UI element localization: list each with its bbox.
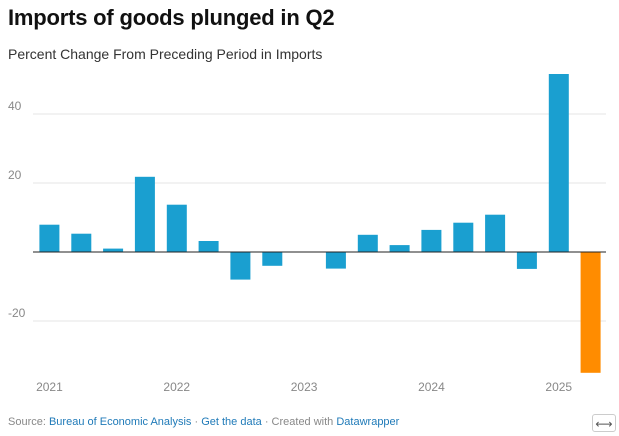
datawrapper-link[interactable]: Datawrapper [336,416,400,428]
axes: 2021 2022 2023 2024 2025 [33,251,606,394]
bar[interactable] [198,241,219,252]
gridlines: 40 20 -20 [8,99,606,322]
bar[interactable] [548,74,569,252]
x-tick-label: 2021 [36,380,63,394]
bar[interactable] [71,233,92,252]
expand-icon[interactable]: ⟷ [592,414,616,432]
y-tick-label: -20 [8,306,26,320]
bar[interactable] [580,252,601,373]
bar[interactable] [325,252,346,269]
source-prefix: Source: [8,416,49,428]
bar[interactable] [39,224,60,252]
bar[interactable] [230,252,251,280]
bar-chart: 40 20 -20 2021 2022 2023 2024 2025 [8,74,606,394]
bar[interactable] [134,176,155,252]
x-tick-label: 2023 [291,380,318,394]
bar[interactable] [262,252,283,266]
bar[interactable] [453,222,474,252]
y-tick-label: 20 [8,168,22,182]
chart-subtitle: Percent Change From Preceding Period in … [8,46,323,62]
x-tick-label: 2025 [545,380,572,394]
get-data-link[interactable]: Get the data [201,416,262,428]
bar[interactable] [516,252,537,269]
y-tick-label: 40 [8,99,22,113]
footer-separator: · [191,416,202,428]
bar[interactable] [421,229,442,252]
chart-title: Imports of goods plunged in Q2 [8,5,335,30]
bar[interactable] [166,204,187,252]
x-tick-label: 2022 [163,380,190,394]
bar[interactable] [357,234,378,253]
bar[interactable] [103,248,124,252]
footer: Source: Bureau of Economic Analysis · Ge… [8,416,399,428]
x-tick-label: 2024 [418,380,445,394]
bar[interactable] [485,214,506,252]
source-link[interactable]: Bureau of Economic Analysis [48,416,192,428]
bar[interactable] [389,245,410,252]
bars [39,74,601,373]
created-with-text: · Created with [261,416,337,428]
